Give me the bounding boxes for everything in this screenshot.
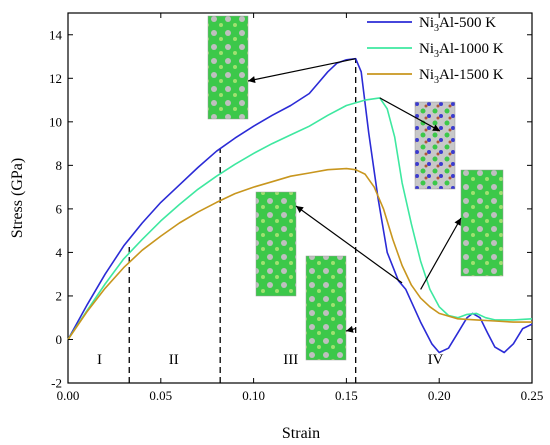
region-label: I	[97, 352, 102, 368]
x-tick-label: 0.10	[242, 388, 265, 403]
x-tick-label: 0.20	[428, 388, 451, 403]
x-tick-label: 0.25	[521, 388, 544, 403]
plot-frame	[67, 12, 533, 384]
x-tick-label: 0.00	[57, 388, 80, 403]
snapshot-arrowhead-3	[296, 206, 304, 213]
region-labels: I II III IV	[97, 352, 444, 368]
snapshot-arrowhead-5	[346, 325, 354, 333]
legend-entry-3: Ni3Al-1500 K	[419, 67, 504, 86]
axis-ticks: 0.00 0.05 0.10 0.15 0.20 0.25 -2 0 2 4 6 8 10 12 14	[49, 13, 543, 403]
region-label: IV	[428, 352, 444, 368]
series-layer	[67, 57, 533, 354]
plot-border	[67, 12, 533, 384]
microstructure-snapshot-2	[414, 101, 456, 190]
snapshot-arrowhead-2	[432, 124, 440, 131]
legend: Ni3Al-500 K Ni3Al-1000 K Ni3Al-1500 K	[367, 15, 504, 86]
y-tick-label: 10	[49, 114, 62, 129]
x-tick-label: 0.15	[335, 388, 358, 403]
y-tick-label: 4	[56, 245, 63, 260]
snapshot-arrowhead-1	[248, 76, 256, 84]
snapshot-arrow-2	[379, 97, 441, 132]
y-tick-label: 0	[56, 332, 63, 347]
region-label: II	[169, 352, 179, 368]
series-line-3	[67, 167, 532, 340]
y-tick-label: 2	[56, 288, 63, 303]
snapshot-arrow-3	[295, 205, 403, 284]
y-tick-label: 12	[49, 71, 62, 86]
legend-entry-2: Ni3Al-1000 K	[419, 41, 504, 60]
snapshot-arrow-4	[420, 217, 462, 290]
y-tick-label: 8	[56, 158, 63, 173]
region-label: III	[283, 352, 298, 368]
series-line-2	[67, 97, 533, 340]
microstructure-snapshot-3	[255, 191, 297, 297]
x-axis-title: Strain	[282, 425, 320, 442]
y-tick-label: 6	[56, 201, 63, 216]
microstructure-snapshot-5	[305, 255, 347, 361]
legend-entry-1: Ni3Al-500 K	[419, 15, 496, 34]
microstructure-snapshot-4	[460, 169, 504, 277]
snapshot-layer	[207, 15, 504, 361]
x-tick-label: 0.05	[149, 388, 172, 403]
snapshot-arrow-1	[247, 58, 356, 82]
y-axis-title: Stress (GPa)	[9, 158, 26, 238]
y-tick-label: -2	[51, 376, 62, 391]
snapshot-arrowhead-4	[454, 218, 461, 226]
series-line-1	[67, 57, 533, 354]
y-tick-label: 14	[49, 27, 63, 42]
microstructure-snapshot-1	[207, 15, 249, 120]
